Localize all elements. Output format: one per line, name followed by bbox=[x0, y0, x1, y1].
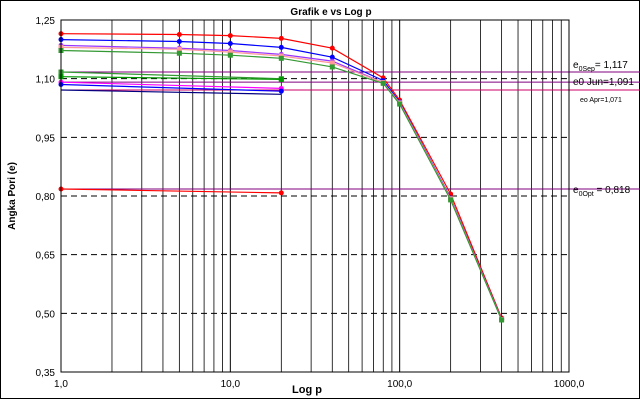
x-tick-label: 10,0 bbox=[221, 379, 241, 390]
data-point bbox=[227, 33, 233, 39]
series-line bbox=[60, 83, 282, 92]
data-point bbox=[176, 50, 182, 56]
data-point bbox=[397, 101, 403, 107]
data-point bbox=[448, 197, 454, 203]
y-tick-label: 0,35 bbox=[36, 368, 56, 379]
y-tick-label: 0,80 bbox=[36, 192, 56, 203]
plot-frame bbox=[60, 19, 570, 373]
data-point bbox=[329, 54, 335, 60]
reference-line-label: e0Opt = 0,818 bbox=[573, 185, 631, 198]
data-point bbox=[380, 80, 386, 86]
chart-title: Grafik e vs Log p bbox=[290, 7, 371, 18]
x-tick-label: 100,0 bbox=[387, 379, 412, 390]
y-axis-label: Angka Pori (e) bbox=[7, 162, 18, 230]
y-tick-label: 0,50 bbox=[36, 309, 56, 320]
reference-lines: e0Sep= 1,117 e0 Jun=1,091 eo Apr=1,071 e0Op… bbox=[61, 60, 640, 198]
data-point bbox=[176, 39, 182, 45]
x-axis-label: Log p bbox=[292, 384, 322, 396]
data-point bbox=[227, 52, 233, 58]
data-point bbox=[278, 35, 284, 41]
series-line bbox=[60, 81, 282, 89]
reference-line-label: e0 Jun=1,091 bbox=[573, 77, 634, 88]
series-line bbox=[60, 89, 282, 95]
y-tick-label: 1,10 bbox=[36, 75, 56, 86]
series-line bbox=[60, 76, 282, 80]
data-point bbox=[499, 317, 505, 323]
y-tick-label: 0,65 bbox=[36, 251, 56, 262]
series-layer bbox=[58, 31, 505, 323]
x-tick-label: 1000,0 bbox=[554, 379, 585, 390]
data-point bbox=[176, 46, 182, 52]
data-point bbox=[329, 60, 335, 66]
data-point bbox=[278, 55, 284, 61]
data-point bbox=[278, 88, 284, 94]
reference-line-label: e0Sep= 1,117 bbox=[573, 60, 628, 73]
series-line bbox=[60, 71, 282, 80]
y-tick-label: 1,25 bbox=[36, 16, 56, 27]
x-tick-label: 1,0 bbox=[54, 379, 68, 390]
reference-line-label: eo Apr=1,071 bbox=[580, 97, 622, 104]
data-point bbox=[329, 45, 335, 51]
tick-labels: 1,0 10,0 100,0 1000,0 0,35 0,50 0,65 0,80 0,95 1,… bbox=[36, 16, 585, 390]
data-point bbox=[278, 76, 284, 82]
data-point bbox=[278, 44, 284, 50]
series-line bbox=[60, 188, 282, 194]
data-point bbox=[227, 49, 233, 55]
data-point bbox=[278, 190, 284, 196]
data-point bbox=[176, 31, 182, 37]
data-point bbox=[227, 40, 233, 46]
y-tick-label: 0,95 bbox=[36, 133, 56, 144]
grid-layer bbox=[61, 20, 569, 372]
data-point bbox=[329, 64, 335, 70]
